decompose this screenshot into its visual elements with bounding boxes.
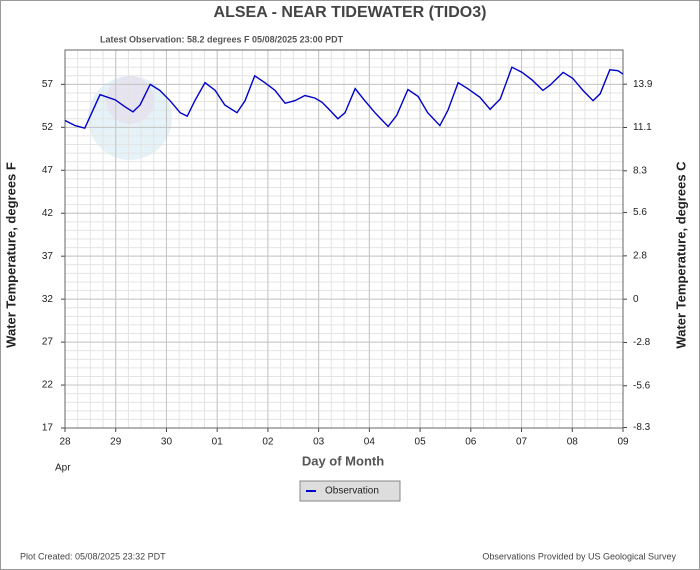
x-tick-label: 04 <box>364 437 376 448</box>
y-tick-label: 17 <box>42 423 54 434</box>
y-tick-label: 37 <box>42 251 54 262</box>
x-tick-label: 07 <box>516 437 528 448</box>
y2-tick-label: 2.8 <box>633 250 647 261</box>
y2-tick-label: 0 <box>633 294 639 305</box>
y2-tick-label: -8.3 <box>633 422 651 433</box>
watermark-logo-top <box>106 76 154 124</box>
y-tick-label: 57 <box>42 79 54 90</box>
y-tick-label: 22 <box>42 380 54 391</box>
subtitle: Latest Observation: 58.2 degrees F 05/08… <box>100 34 344 44</box>
x-tick-label: 02 <box>262 437 274 448</box>
x-tick-label: 05 <box>415 437 427 448</box>
footer-left: Plot Created: 05/08/2025 23:32 PDT <box>20 551 166 561</box>
y-tick-label: 42 <box>42 208 54 219</box>
y2-tick-label: 13.9 <box>633 79 653 90</box>
x-tick-label: 09 <box>617 437 629 448</box>
x-tick-label: 03 <box>313 437 325 448</box>
y-tick-label: 47 <box>42 165 54 176</box>
month-label: Apr <box>55 463 71 474</box>
y2-tick-label: -2.8 <box>633 337 651 348</box>
y-tick-label: 27 <box>42 337 54 348</box>
y2-tick-label: 5.6 <box>633 207 647 218</box>
data-line <box>64 66 624 130</box>
legend-label: Observation <box>325 486 379 497</box>
y-tick-label: 32 <box>42 294 54 305</box>
y2-tick-label: 11.1 <box>633 122 652 133</box>
y-axis-label: Water Temperature, degrees F <box>3 162 18 348</box>
y2-axis-label: Water Temperature, degrees C <box>673 161 688 349</box>
x-tick-label: 08 <box>567 437 579 448</box>
x-tick-label: 29 <box>110 437 122 448</box>
x-tick-label: 30 <box>161 437 173 448</box>
plot-border <box>64 49 624 429</box>
y2-tick-label: -5.6 <box>633 380 651 391</box>
x-tick-label: 28 <box>59 437 71 448</box>
chart-title: ALSEA - NEAR TIDEWATER (TIDO3) <box>214 4 487 21</box>
legend-box <box>299 480 401 502</box>
x-axis-label: Day of Month <box>302 453 384 468</box>
x-tick-label: 06 <box>465 437 477 448</box>
y-tick-label: 52 <box>42 122 54 133</box>
footer-right: Observations Provided by US Geological S… <box>482 551 676 561</box>
x-tick-label: 01 <box>212 437 224 448</box>
y2-tick-label: 8.3 <box>633 165 647 176</box>
